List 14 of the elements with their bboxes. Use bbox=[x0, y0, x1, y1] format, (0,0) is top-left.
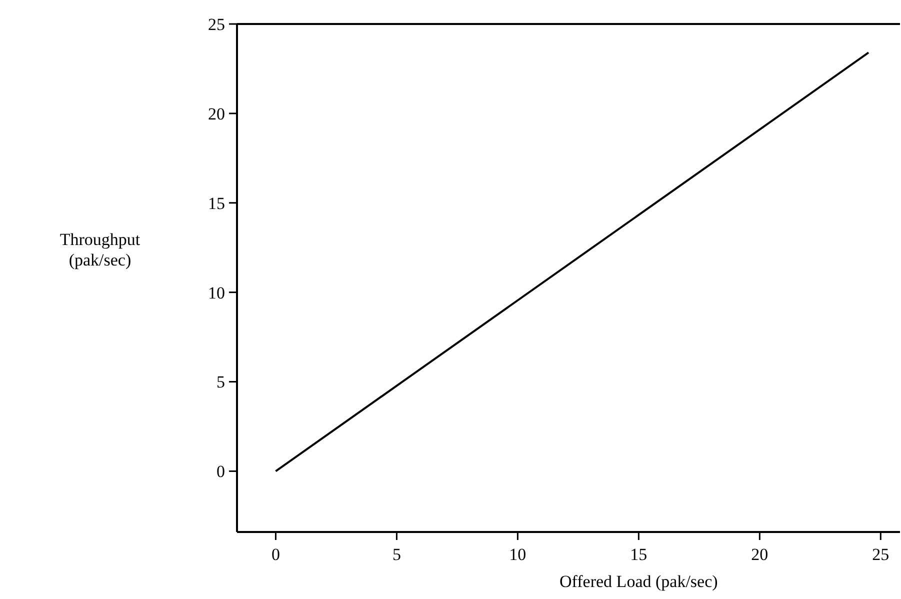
y-axis-title: Throughput (pak/sec) bbox=[60, 230, 140, 270]
x-tick-label: 0 bbox=[271, 545, 280, 564]
y-tick-label: 15 bbox=[208, 194, 225, 213]
y-tick-label: 0 bbox=[216, 462, 225, 482]
y-tick-label: 20 bbox=[208, 104, 225, 124]
y-tick-label: 5 bbox=[216, 372, 225, 392]
x-axis-title: Offered Load (pak/sec) bbox=[560, 572, 718, 591]
x-tick-label: 25 bbox=[872, 545, 890, 564]
y-tick-label: 10 bbox=[208, 283, 225, 302]
x-tick-label: 5 bbox=[392, 545, 401, 564]
x-tick-label: 10 bbox=[509, 545, 526, 564]
y-tick-label: 25 bbox=[208, 14, 225, 34]
x-tick-label: 15 bbox=[630, 545, 648, 564]
x-tick-label: 20 bbox=[751, 545, 768, 564]
